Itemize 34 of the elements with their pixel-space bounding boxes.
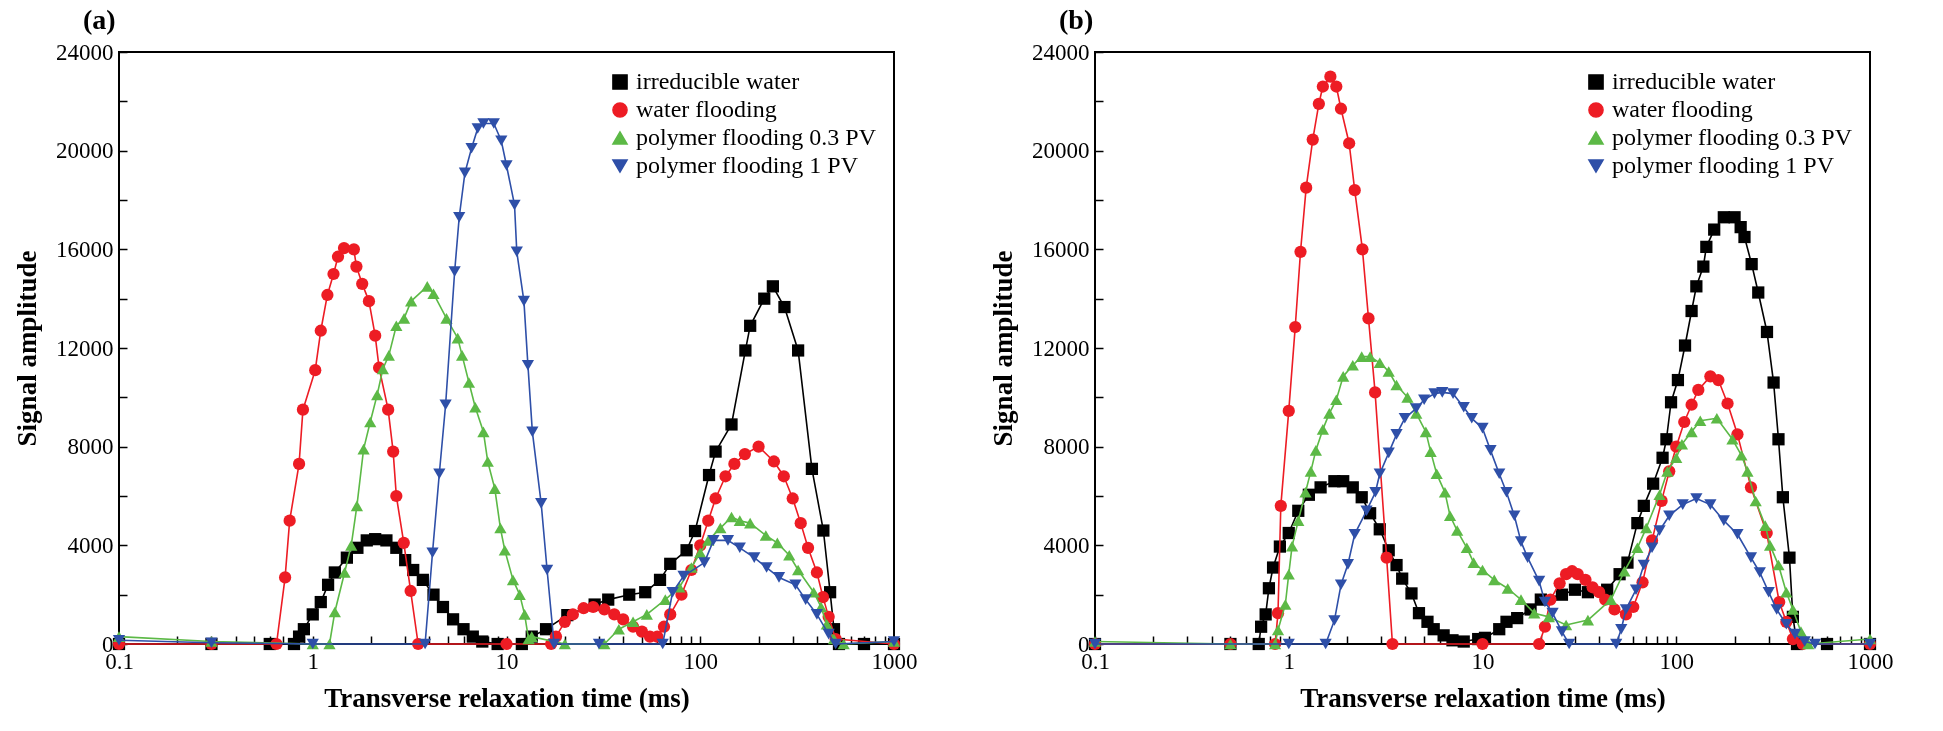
- y-tick-label: 8000: [67, 434, 114, 460]
- y-tick-label: 4000: [1043, 532, 1090, 558]
- x-tick-label: 1000: [1847, 648, 1894, 674]
- y-tick-label: 12000: [56, 335, 114, 361]
- legend-label: irreducible water: [1612, 68, 1776, 94]
- legend-label: polymer flooding 1 PV: [1612, 152, 1835, 178]
- x-tick-label: 1: [1283, 648, 1295, 674]
- y-tick-label: 16000: [56, 236, 114, 262]
- x-tick-label: 100: [1659, 648, 1694, 674]
- x-tick-label: 1: [307, 648, 319, 674]
- legend-label: polymer flooding 1 PV: [636, 152, 859, 178]
- y-tick-label: 12000: [1032, 335, 1090, 361]
- y-axis-title: Signal amplitude: [12, 250, 42, 447]
- y-tick-label: 16000: [1032, 236, 1090, 262]
- y-tick-label: 8000: [1043, 434, 1090, 460]
- chart-title: (b): [1059, 4, 1094, 35]
- y-axis-title: Signal amplitude: [988, 250, 1018, 447]
- legend-label: water flooding: [1612, 96, 1753, 122]
- x-tick-label: 1000: [871, 648, 918, 674]
- legend-label: polymer flooding 0.3 PV: [1612, 124, 1853, 150]
- y-tick-label: 20000: [1032, 138, 1090, 164]
- y-tick-label: 4000: [67, 532, 114, 558]
- x-axis-title: Transverse relaxation time (ms): [324, 682, 690, 713]
- y-tick-label: 20000: [56, 138, 114, 164]
- y-tick-label: 24000: [1032, 39, 1090, 65]
- x-tick-label: 100: [683, 648, 718, 674]
- y-tick-label: 24000: [56, 39, 114, 65]
- legend-label: polymer flooding 0.3 PV: [636, 124, 877, 150]
- chart-title: (a): [83, 4, 116, 35]
- legend-label: irreducible water: [636, 68, 800, 94]
- x-tick-label: 10: [1471, 648, 1495, 674]
- x-axis-title: Transverse relaxation time (ms): [1300, 682, 1666, 713]
- legend-label: water flooding: [636, 96, 777, 122]
- x-tick-label: 10: [495, 648, 519, 674]
